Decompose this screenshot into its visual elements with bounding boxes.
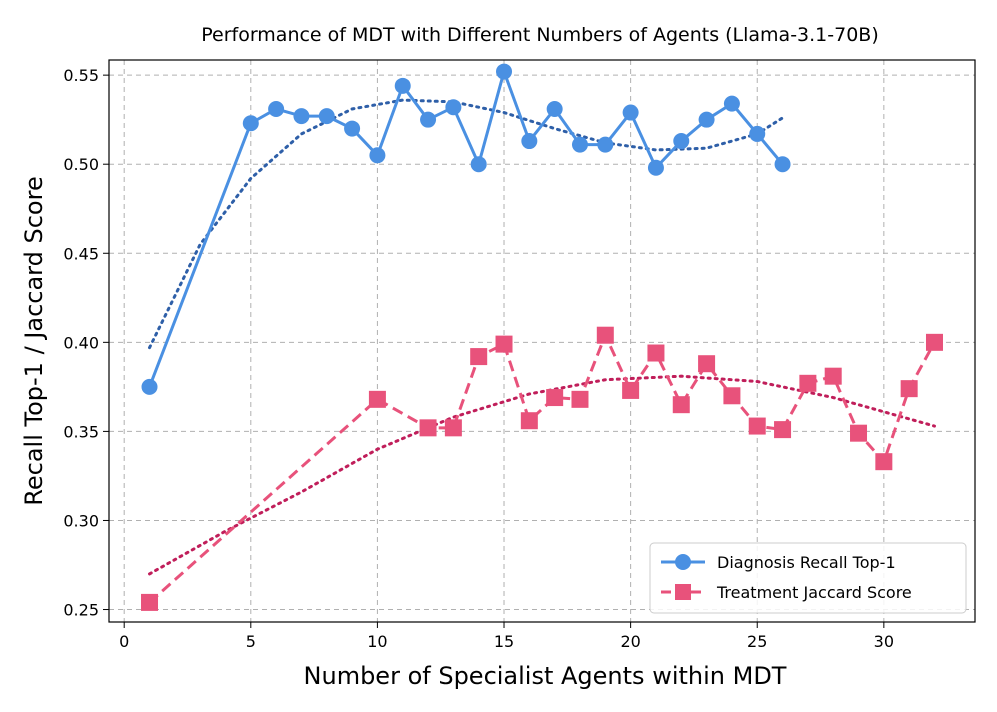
legend-marker-diagnosis bbox=[675, 554, 691, 570]
data-point bbox=[597, 136, 614, 153]
data-point bbox=[318, 108, 335, 125]
data-point bbox=[824, 367, 842, 385]
data-point bbox=[900, 380, 918, 398]
data-point bbox=[242, 115, 259, 132]
x-tick-label: 15 bbox=[494, 632, 514, 651]
legend-label-diagnosis: Diagnosis Recall Top-1 bbox=[717, 553, 896, 572]
data-point bbox=[444, 419, 462, 437]
data-point bbox=[293, 108, 310, 125]
y-axis-label: Recall Top-1 / Jaccard Score bbox=[20, 176, 48, 505]
axis-ticks: 0 5 10 15 20 25 30 0.25 0.30 0.35 0.40 0.45 0.50 0.55 bbox=[63, 66, 894, 651]
data-point bbox=[141, 378, 158, 395]
data-point bbox=[496, 63, 513, 80]
data-point bbox=[571, 136, 588, 153]
trendline bbox=[148, 374, 936, 576]
plot-frame bbox=[108, 59, 976, 623]
data-point bbox=[875, 453, 893, 471]
legend-marker-treatment bbox=[675, 584, 691, 600]
trendline bbox=[148, 98, 785, 350]
x-tick-label: 5 bbox=[246, 632, 256, 651]
y-tick-label: 0.55 bbox=[63, 66, 99, 85]
y-tick-label: 0.45 bbox=[63, 244, 99, 263]
x-tick-label: 10 bbox=[367, 632, 387, 651]
data-point bbox=[596, 326, 614, 344]
data-point bbox=[419, 419, 437, 437]
legend-box bbox=[649, 542, 967, 614]
data-point bbox=[141, 593, 159, 611]
data-point bbox=[268, 100, 285, 117]
data-point bbox=[344, 120, 361, 137]
data-point bbox=[470, 348, 488, 366]
legend: Diagnosis Recall Top-1 Treatment Jaccard… bbox=[649, 542, 967, 614]
data-point bbox=[622, 104, 639, 121]
y-tick-label: 0.50 bbox=[63, 155, 99, 174]
data-point bbox=[774, 421, 792, 439]
data-point bbox=[546, 100, 563, 117]
x-tick-label: 20 bbox=[620, 632, 640, 651]
y-tick-label: 0.30 bbox=[63, 511, 99, 530]
data-point bbox=[622, 381, 640, 399]
data-point bbox=[495, 335, 513, 353]
data-point bbox=[546, 389, 564, 407]
data-point bbox=[470, 156, 487, 173]
data-point bbox=[749, 125, 766, 142]
data-point bbox=[369, 147, 386, 164]
legend-label-treatment: Treatment Jaccard Score bbox=[716, 583, 912, 602]
data-point bbox=[723, 95, 740, 112]
data-point bbox=[698, 355, 716, 373]
y-tick-label: 0.35 bbox=[63, 422, 99, 441]
x-tick-label: 30 bbox=[874, 632, 894, 651]
data-point bbox=[420, 111, 437, 128]
x-tick-label: 25 bbox=[747, 632, 767, 651]
data-point bbox=[698, 111, 715, 128]
data-point bbox=[925, 333, 943, 351]
x-axis-label: Number of Specialist Agents within MDT bbox=[304, 662, 787, 690]
data-point bbox=[647, 159, 664, 176]
data-point bbox=[672, 396, 690, 414]
data-point bbox=[521, 133, 538, 150]
data-point bbox=[799, 374, 817, 392]
grid bbox=[109, 60, 975, 622]
series bbox=[141, 63, 943, 611]
data-point bbox=[394, 77, 411, 94]
y-tick-label: 0.40 bbox=[63, 333, 99, 352]
data-point bbox=[723, 387, 741, 405]
data-point bbox=[647, 344, 665, 362]
data-point bbox=[445, 99, 462, 116]
data-point bbox=[571, 390, 589, 408]
data-point bbox=[748, 417, 766, 435]
data-point bbox=[673, 133, 690, 150]
data-point bbox=[368, 390, 386, 408]
chart-title: Performance of MDT with Different Number… bbox=[201, 24, 879, 46]
data-point bbox=[520, 412, 538, 430]
trendlines bbox=[148, 98, 936, 576]
y-tick-label: 0.25 bbox=[63, 601, 99, 620]
data-point bbox=[774, 156, 791, 173]
data-point bbox=[850, 424, 868, 442]
x-tick-label: 0 bbox=[119, 632, 129, 651]
